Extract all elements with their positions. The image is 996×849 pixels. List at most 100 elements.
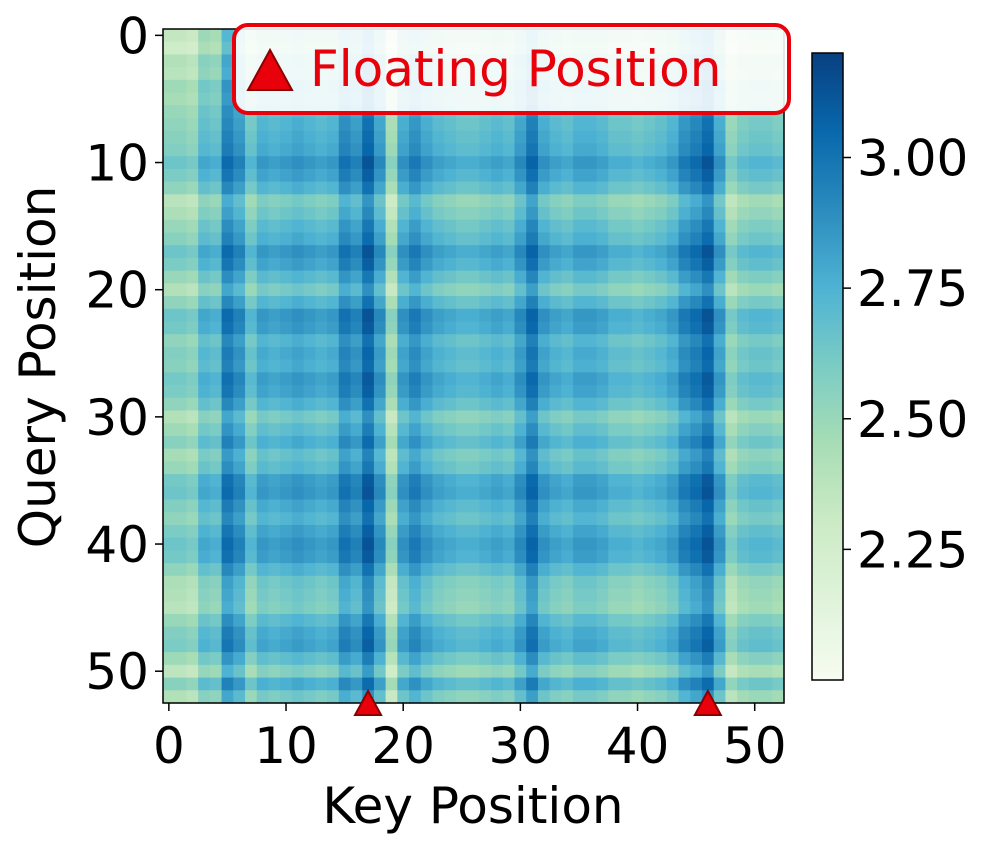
heatmap-cell bbox=[737, 397, 750, 412]
heatmap-cell bbox=[725, 385, 738, 399]
heatmap-cell bbox=[701, 194, 715, 208]
heatmap-cell bbox=[514, 397, 527, 412]
heatmap-cell bbox=[221, 397, 234, 412]
heatmap-cell bbox=[315, 397, 328, 412]
heatmap-cell bbox=[725, 245, 738, 259]
heatmap-cell bbox=[737, 461, 750, 475]
heatmap-cell bbox=[502, 296, 516, 310]
heatmap-cell bbox=[514, 308, 527, 323]
heatmap-cell bbox=[666, 372, 680, 386]
heatmap-cell bbox=[537, 448, 551, 462]
heatmap-cell bbox=[420, 461, 434, 475]
heatmap-cell bbox=[362, 575, 375, 590]
heatmap-cell bbox=[280, 448, 293, 462]
heatmap-cell bbox=[502, 130, 516, 145]
heatmap-cell bbox=[163, 575, 176, 590]
heatmap-cell bbox=[737, 690, 750, 704]
heatmap-cell bbox=[737, 626, 750, 641]
heatmap-cell bbox=[467, 257, 480, 272]
heatmap-cell bbox=[209, 67, 223, 81]
heatmap-cell bbox=[373, 130, 387, 145]
heatmap-cell bbox=[748, 296, 762, 310]
heatmap-cell bbox=[526, 512, 539, 526]
heatmap-cell bbox=[467, 308, 480, 323]
heatmap-cell bbox=[432, 130, 445, 145]
heatmap-cell bbox=[373, 474, 387, 488]
heatmap-cell bbox=[385, 385, 398, 399]
heatmap-cell bbox=[772, 601, 785, 615]
heatmap-cell bbox=[209, 245, 223, 259]
heatmap-cell bbox=[186, 270, 199, 284]
heatmap-cell bbox=[338, 397, 352, 412]
heatmap-cell bbox=[772, 537, 785, 551]
heatmap-cell bbox=[526, 601, 539, 615]
heatmap-cell bbox=[397, 181, 410, 195]
heatmap-cell bbox=[713, 626, 727, 641]
heatmap-cell bbox=[303, 296, 316, 310]
heatmap-cell bbox=[291, 486, 305, 501]
heatmap-cell bbox=[666, 613, 680, 628]
heatmap-cell bbox=[409, 181, 422, 195]
heatmap-cell bbox=[678, 613, 691, 628]
heatmap-cell bbox=[573, 168, 586, 183]
heatmap-cell bbox=[303, 423, 316, 437]
heatmap-cell bbox=[373, 575, 387, 590]
heatmap-cell bbox=[209, 181, 223, 195]
heatmap-cell bbox=[619, 575, 633, 590]
heatmap-cell bbox=[315, 588, 328, 602]
heatmap-cell bbox=[256, 410, 270, 424]
heatmap-cell bbox=[338, 677, 352, 691]
heatmap-cell bbox=[584, 474, 598, 488]
heatmap-cell bbox=[491, 232, 504, 246]
heatmap-cell bbox=[315, 270, 328, 284]
heatmap-cell bbox=[291, 563, 305, 577]
heatmap-cell bbox=[666, 334, 680, 348]
heatmap-cell bbox=[256, 461, 270, 475]
heatmap-cell bbox=[655, 321, 668, 335]
heatmap-cell bbox=[420, 245, 434, 259]
heatmap-cell bbox=[198, 67, 211, 81]
heatmap-cell bbox=[479, 639, 492, 653]
heatmap-cell bbox=[526, 168, 539, 183]
heatmap-cell bbox=[280, 270, 293, 284]
heatmap-cell bbox=[491, 321, 504, 335]
heatmap-cell bbox=[713, 537, 727, 551]
heatmap-cell bbox=[268, 537, 281, 551]
heatmap-cell bbox=[186, 219, 199, 234]
heatmap-cell bbox=[350, 550, 363, 564]
heatmap-cell bbox=[549, 194, 562, 208]
heatmap-cell bbox=[198, 690, 211, 704]
heatmap-cell bbox=[537, 550, 551, 564]
heatmap-cell bbox=[420, 626, 434, 641]
heatmap-cell bbox=[655, 423, 668, 437]
heatmap-cell bbox=[584, 118, 598, 132]
heatmap-cell bbox=[701, 410, 715, 424]
heatmap-cell bbox=[526, 118, 539, 132]
heatmap-cell bbox=[186, 79, 199, 94]
heatmap-cell bbox=[338, 283, 352, 297]
heatmap-cell bbox=[420, 156, 434, 170]
heatmap-cell bbox=[233, 563, 246, 577]
heatmap-cell bbox=[373, 308, 387, 323]
heatmap-cell bbox=[655, 474, 668, 488]
heatmap-cell bbox=[619, 410, 633, 424]
heatmap-cell bbox=[549, 168, 562, 183]
heatmap-cell bbox=[643, 245, 656, 259]
heatmap-cell bbox=[678, 283, 691, 297]
heatmap-cell bbox=[409, 626, 422, 641]
heatmap-cell bbox=[502, 524, 516, 539]
heatmap-cell bbox=[725, 499, 738, 513]
heatmap-cell bbox=[690, 156, 703, 170]
heatmap-cell bbox=[584, 296, 598, 310]
heatmap-cell bbox=[666, 143, 680, 157]
heatmap-cell bbox=[163, 423, 176, 437]
heatmap-cell bbox=[491, 664, 504, 679]
heatmap-cell bbox=[619, 130, 633, 145]
heatmap-cell bbox=[537, 652, 551, 666]
heatmap-cell bbox=[350, 372, 363, 386]
heatmap-cell bbox=[280, 385, 293, 399]
heatmap-cell bbox=[514, 652, 527, 666]
heatmap-cell bbox=[245, 486, 258, 501]
heatmap-cell bbox=[561, 334, 574, 348]
heatmap-cell bbox=[467, 448, 480, 462]
